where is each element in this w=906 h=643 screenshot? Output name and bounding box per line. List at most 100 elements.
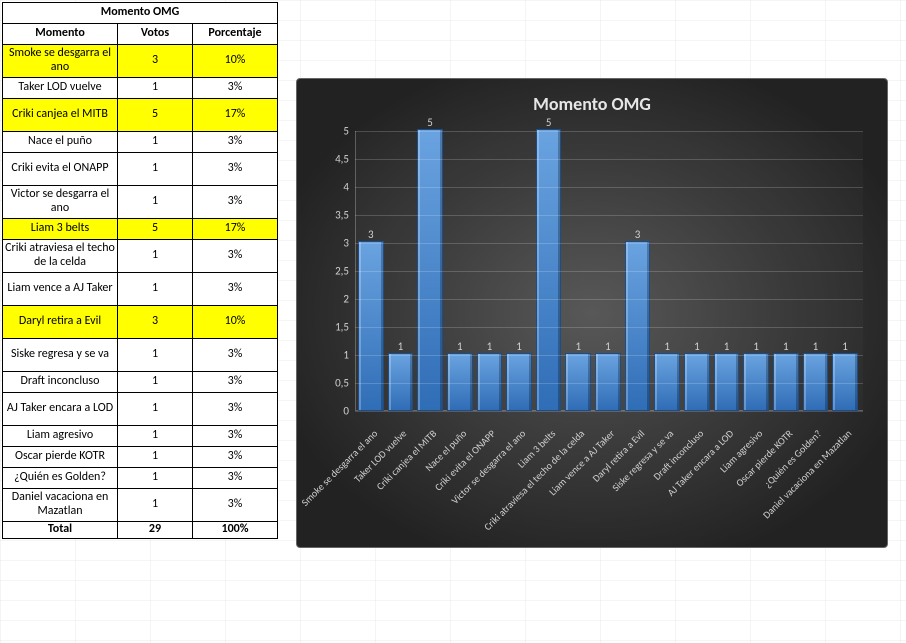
chart-value-label: 1 — [516, 340, 522, 353]
cell-pct: 3% — [193, 468, 278, 489]
cell-pct: 10% — [193, 306, 278, 339]
cell-votos: 1 — [118, 393, 193, 426]
col-header-pct: Porcentaje — [193, 24, 278, 45]
table-row: Draft inconcluso13% — [3, 372, 278, 393]
chart-y-tick-label: 2,5 — [315, 265, 349, 278]
chart-bar — [388, 353, 414, 411]
chart-bar-slot: 5 — [418, 129, 442, 411]
chart-bar-slot: 5 — [537, 129, 561, 411]
cell-momento: Draft inconcluso — [3, 372, 118, 393]
cell-pct: 3% — [193, 273, 278, 306]
cell-votos: 1 — [118, 339, 193, 372]
chart-bar — [743, 353, 769, 411]
chart-gridline — [355, 243, 863, 244]
chart-gridline — [355, 299, 863, 300]
chart-y-tick-label: 0,5 — [315, 377, 349, 390]
momento-table: Momento OMG Momento Votos Porcentaje Smo… — [2, 2, 278, 539]
cell-votos: 1 — [118, 447, 193, 468]
table-row: Criki evita el ONAPP13% — [3, 153, 278, 186]
table-row: Liam 3 belts517% — [3, 219, 278, 240]
chart-value-label: 1 — [605, 340, 611, 353]
table-row: AJ Taker encara a LOD13% — [3, 393, 278, 426]
cell-momento: Liam 3 belts — [3, 219, 118, 240]
total-label: Total — [3, 522, 118, 539]
table-row: Criki canjea el MITB517% — [3, 99, 278, 132]
cell-momento: ¿Quién es Golden? — [3, 468, 118, 489]
table-row: Daryl retira a Evil310% — [3, 306, 278, 339]
total-votos: 29 — [118, 522, 193, 539]
cell-votos: 1 — [118, 489, 193, 522]
cell-momento: Criki canjea el MITB — [3, 99, 118, 132]
chart-y-tick-label: 1,5 — [315, 321, 349, 334]
cell-momento: Liam agresivo — [3, 426, 118, 447]
chart-value-label: 1 — [398, 340, 404, 353]
chart-value-label: 1 — [487, 340, 493, 353]
chart-bar-slot: 1 — [804, 353, 828, 411]
chart-bar — [506, 353, 532, 411]
table-row: Liam vence a AJ Taker13% — [3, 273, 278, 306]
chart-value-label: 5 — [427, 116, 433, 129]
table-row: Smoke se desgarra el ano310% — [3, 45, 278, 78]
cell-votos: 1 — [118, 153, 193, 186]
cell-pct: 3% — [193, 78, 278, 99]
cell-pct: 3% — [193, 426, 278, 447]
chart-x-label-slot: Taker LOD vuelve — [389, 427, 413, 543]
cell-pct: 3% — [193, 132, 278, 153]
table-title: Momento OMG — [3, 3, 278, 24]
cell-votos: 5 — [118, 219, 193, 240]
chart-bar-slot: 1 — [655, 353, 679, 411]
cell-pct: 17% — [193, 99, 278, 132]
table-row: ¿Quién es Golden?13% — [3, 468, 278, 489]
chart-bar-slot: 1 — [448, 353, 472, 411]
cell-momento: Smoke se desgarra el ano — [3, 45, 118, 78]
chart-y-tick-label: 1 — [315, 349, 349, 362]
bar-chart: Momento OMG 31511151131111111 00,511,522… — [296, 78, 888, 548]
chart-value-label: 1 — [842, 340, 848, 353]
chart-bar-slot: 3 — [359, 241, 383, 411]
table-row: Liam agresivo13% — [3, 426, 278, 447]
table-row: Siske regresa y se va13% — [3, 339, 278, 372]
col-header-momento: Momento — [3, 24, 118, 45]
cell-votos: 1 — [118, 186, 193, 219]
chart-gridline — [355, 355, 863, 356]
chart-value-label: 1 — [753, 340, 759, 353]
cell-votos: 5 — [118, 99, 193, 132]
spreadsheet-sheet: Momento OMG Momento Votos Porcentaje Smo… — [0, 0, 906, 643]
cell-votos: 1 — [118, 426, 193, 447]
chart-bar — [447, 353, 473, 411]
chart-bar-slot: 1 — [596, 353, 620, 411]
chart-value-label: 1 — [576, 340, 582, 353]
cell-momento: Daryl retira a Evil — [3, 306, 118, 339]
chart-bar-slot: 1 — [507, 353, 531, 411]
cell-momento: Nace el puño — [3, 132, 118, 153]
chart-gridline — [355, 327, 863, 328]
table-row: Criki atraviesa el techo de la celda13% — [3, 240, 278, 273]
total-pct: 100% — [193, 522, 278, 539]
chart-value-label: 1 — [694, 340, 700, 353]
chart-bar — [477, 353, 503, 411]
cell-pct: 3% — [193, 393, 278, 426]
col-header-votos: Votos — [118, 24, 193, 45]
chart-gridline — [355, 411, 863, 412]
cell-momento: AJ Taker encara a LOD — [3, 393, 118, 426]
chart-y-tick-label: 0 — [315, 405, 349, 418]
cell-votos: 1 — [118, 240, 193, 273]
chart-value-label: 3 — [368, 228, 374, 241]
chart-value-label: 1 — [664, 340, 670, 353]
cell-momento: Siske regresa y se va — [3, 339, 118, 372]
cell-votos: 1 — [118, 78, 193, 99]
cell-momento: Criki atraviesa el techo de la celda — [3, 240, 118, 273]
chart-x-label-slot: Daniel vacaciona en Mazatlan — [833, 427, 857, 543]
chart-bar-slot: 1 — [774, 353, 798, 411]
chart-bar — [684, 353, 710, 411]
chart-gridline — [355, 215, 863, 216]
chart-bar — [773, 353, 799, 411]
cell-momento: Oscar pierde KOTR — [3, 447, 118, 468]
chart-gridline — [355, 187, 863, 188]
chart-bar — [417, 129, 443, 411]
chart-bar — [654, 353, 680, 411]
cell-momento: Criki evita el ONAPP — [3, 153, 118, 186]
table-row: Taker LOD vuelve13% — [3, 78, 278, 99]
cell-momento: Liam vence a AJ Taker — [3, 273, 118, 306]
cell-votos: 1 — [118, 273, 193, 306]
